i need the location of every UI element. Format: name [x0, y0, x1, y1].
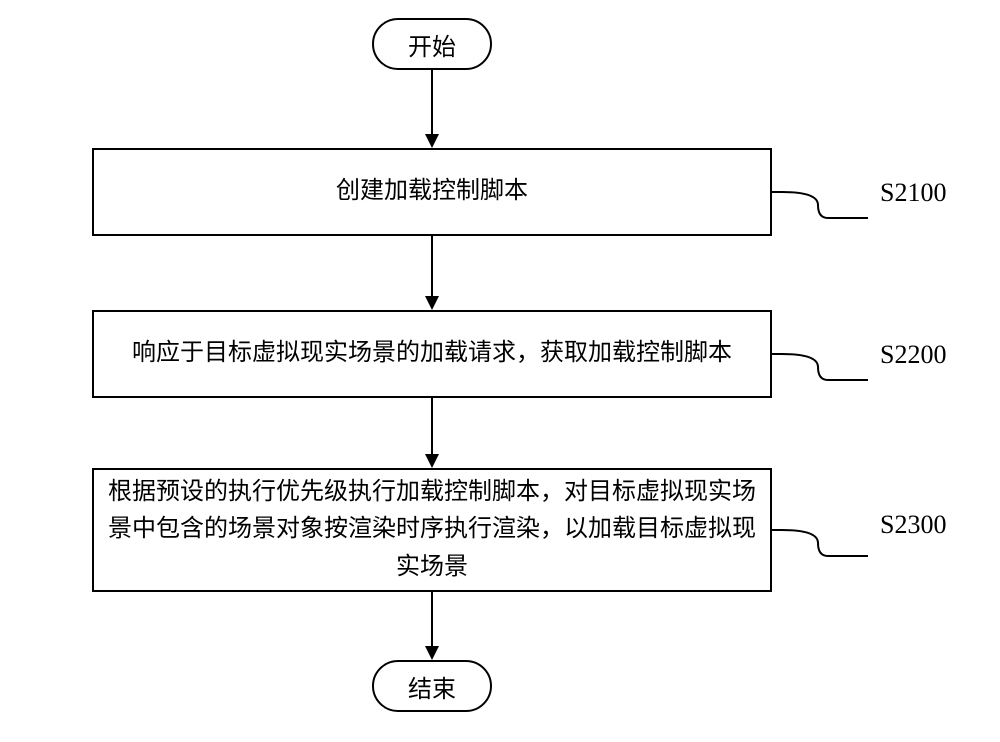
terminator-start-label: 开始: [408, 27, 456, 62]
terminator-start: 开始: [372, 18, 492, 70]
terminator-end-label: 结束: [408, 669, 456, 704]
step-label-1: S2100: [880, 178, 946, 208]
process-step-3-text: 根据预设的执行优先级执行加载控制脚本，对目标虚拟现实场景中包含的场景对象按渲染时…: [106, 474, 758, 586]
process-step-2: 响应于目标虚拟现实场景的加载请求，获取加载控制脚本: [92, 310, 772, 398]
process-step-1: 创建加载控制脚本: [92, 148, 772, 236]
step-label-2: S2200: [880, 340, 946, 370]
process-step-3: 根据预设的执行优先级执行加载控制脚本，对目标虚拟现实场景中包含的场景对象按渲染时…: [92, 468, 772, 592]
terminator-end: 结束: [372, 660, 492, 712]
process-step-1-text: 创建加载控制脚本: [336, 173, 528, 210]
process-step-2-text: 响应于目标虚拟现实场景的加载请求，获取加载控制脚本: [132, 335, 732, 372]
step-label-3: S2300: [880, 510, 946, 540]
